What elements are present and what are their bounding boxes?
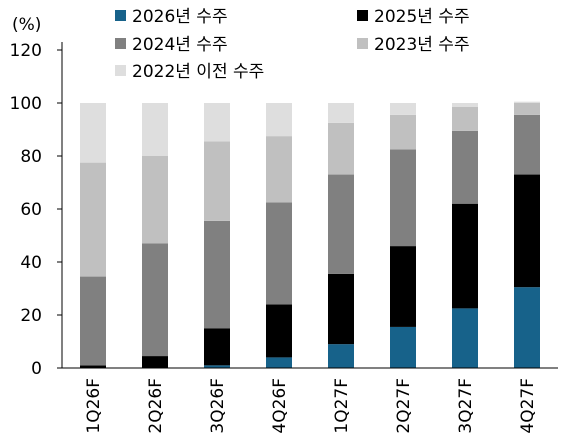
y-axis: 0 20 40 60 80 100 120 <box>10 41 63 379</box>
bar-segment <box>514 174 540 288</box>
x-tick-label: 2Q27F <box>394 378 414 434</box>
y-axis-unit-label: (%) <box>12 15 41 35</box>
legend-swatch <box>357 10 368 21</box>
bar-segment <box>328 174 354 274</box>
legend-swatch <box>115 65 126 76</box>
bar-segment <box>514 103 540 115</box>
bar-segment <box>266 304 292 358</box>
bar-segment <box>390 149 416 247</box>
y-tick-label: 80 <box>20 147 42 167</box>
legend-label: 2025년 수주 <box>374 7 470 27</box>
bar-segment <box>142 103 168 156</box>
legend-label: 2023년 수주 <box>374 35 470 55</box>
x-tick-label: 1Q26F <box>84 378 104 434</box>
bar-segment <box>328 103 354 123</box>
bar-segment <box>390 103 416 115</box>
legend-swatch <box>357 38 368 49</box>
bar-segment <box>452 103 478 107</box>
bar-segment <box>266 357 292 368</box>
x-tick-label: 4Q26F <box>270 378 290 434</box>
bar-segment <box>80 276 106 366</box>
bar-segment <box>514 114 540 175</box>
y-tick-label: 60 <box>20 200 42 220</box>
y-tick-label: 100 <box>10 94 42 114</box>
bar-stack-4Q27F <box>514 101 540 368</box>
bar-stack-1Q27F <box>328 103 354 368</box>
y-tick-label: 20 <box>20 306 42 326</box>
bar-stacks <box>80 101 540 369</box>
bar-segment <box>142 156 168 244</box>
legend-label: 2022년 이전 수주 <box>132 62 264 82</box>
bar-segment <box>142 356 168 368</box>
bar-segment <box>452 106 478 131</box>
bar-segment <box>204 141 230 221</box>
bar-segment <box>514 287 540 368</box>
y-tick-label: 120 <box>10 41 42 61</box>
legend-item: 2026년 수주 <box>115 7 228 27</box>
bar-segment <box>204 103 230 142</box>
bar-segment <box>452 130 478 204</box>
bar-segment <box>266 202 292 305</box>
x-tick-label: 4Q27F <box>518 378 538 434</box>
bar-segment <box>204 365 230 368</box>
bar-stack-2Q27F <box>390 103 416 368</box>
bar-segment <box>390 326 416 368</box>
y-tick-label: 0 <box>31 359 42 379</box>
bar-stack-3Q26F <box>204 103 230 368</box>
bar-stack-2Q26F <box>142 103 168 368</box>
legend-item: 2022년 이전 수주 <box>115 62 264 82</box>
bar-segment <box>266 103 292 137</box>
y-tick-label: 40 <box>20 253 42 273</box>
bar-segment <box>452 308 478 369</box>
legend-item: 2024년 수주 <box>115 35 228 55</box>
bar-segment <box>514 101 540 103</box>
bar-segment <box>80 162 106 277</box>
bar-segment <box>204 328 230 366</box>
legend-item: 2023년 수주 <box>357 35 470 55</box>
bar-segment <box>266 136 292 203</box>
bar-segment <box>328 122 354 175</box>
bar-stack-3Q27F <box>452 103 478 369</box>
chart-legend: 2026년 수주 2025년 수주 2024년 수주 2023년 수주 2022년 이전… <box>115 7 470 82</box>
x-axis: 1Q26F 2Q26F 3Q26F 4Q26F 1Q27F 2Q27F 3Q27F 4Q27F <box>62 367 558 434</box>
bar-segment <box>390 246 416 327</box>
x-tick-label: 1Q27F <box>332 378 352 434</box>
legend-item: 2025년 수주 <box>357 7 470 27</box>
bar-segment <box>80 103 106 163</box>
bar-segment <box>80 365 106 368</box>
legend-swatch <box>115 38 126 49</box>
x-tick-label: 2Q26F <box>146 378 166 434</box>
bar-segment <box>452 203 478 309</box>
x-tick-label: 3Q26F <box>208 378 228 434</box>
legend-swatch <box>115 10 126 21</box>
bar-stack-4Q26F <box>266 103 292 368</box>
legend-label: 2026년 수주 <box>132 7 228 27</box>
bar-segment <box>142 243 168 357</box>
bar-segment <box>204 220 230 329</box>
bar-segment <box>328 344 354 368</box>
legend-label: 2024년 수주 <box>132 35 228 55</box>
x-tick-label: 3Q27F <box>456 378 476 434</box>
bar-stack-1Q26F <box>80 103 106 368</box>
bar-segment <box>390 114 416 150</box>
bar-segment <box>328 273 354 345</box>
